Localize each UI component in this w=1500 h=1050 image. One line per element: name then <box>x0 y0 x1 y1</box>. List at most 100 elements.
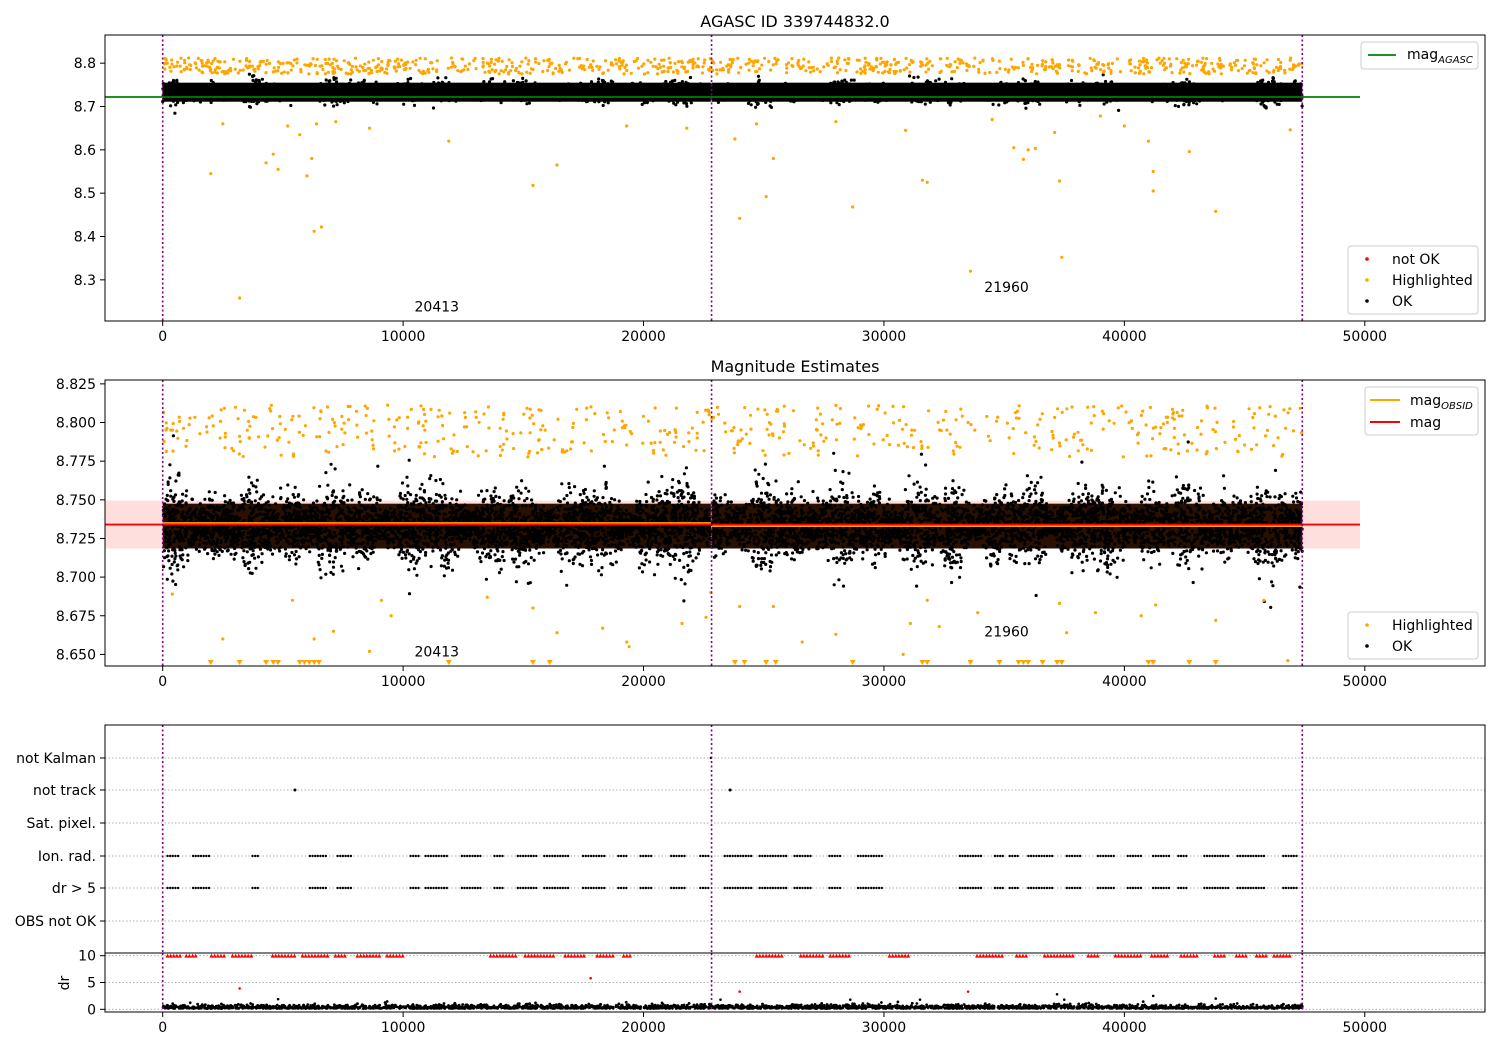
ok-point <box>1127 84 1130 87</box>
ok-point <box>287 84 290 87</box>
highlighted-point <box>335 59 338 62</box>
ok-point <box>1158 83 1161 86</box>
ok-point <box>1175 86 1178 89</box>
ok-point <box>499 99 502 102</box>
ok-point <box>424 88 427 91</box>
ok-point <box>472 87 475 90</box>
ok-point <box>646 85 649 88</box>
highlighted-point <box>224 70 227 73</box>
ok-point <box>684 81 687 84</box>
ok-point <box>603 84 606 87</box>
highlighted-point <box>518 71 521 74</box>
ok-point <box>463 89 466 92</box>
ok-point <box>684 87 687 90</box>
highlighted-point <box>646 59 649 62</box>
highlighted-point <box>426 69 429 72</box>
highlighted-point <box>558 64 561 67</box>
ok-point <box>689 99 692 102</box>
highlighted-point <box>351 65 354 68</box>
ok-point <box>436 76 439 79</box>
ok-point <box>1146 86 1149 89</box>
ok-point <box>604 88 607 91</box>
ok-point <box>597 81 600 84</box>
ok-point <box>917 76 920 79</box>
highlighted-point <box>642 62 645 65</box>
ok-point <box>210 79 213 82</box>
highlighted-point <box>424 57 427 60</box>
highlighted-point <box>414 63 417 66</box>
ok-point <box>306 89 309 92</box>
highlighted-point <box>498 72 501 75</box>
panel-frame <box>105 35 1485 321</box>
ok-point <box>482 80 485 83</box>
ok-point <box>1040 87 1043 90</box>
ok-point <box>641 91 644 94</box>
ok-point <box>406 81 409 84</box>
ok-point <box>292 85 295 88</box>
ok-point <box>326 89 329 92</box>
highlighted-point <box>310 63 313 66</box>
ok-point <box>370 98 373 101</box>
ok-point <box>976 92 979 95</box>
ok-point <box>801 89 804 92</box>
ok-point <box>524 87 527 90</box>
ok-point <box>455 93 458 96</box>
ok-point <box>449 98 452 101</box>
highlighted-point <box>424 72 427 75</box>
highlighted-point <box>200 59 203 62</box>
highlighted-point <box>245 59 248 62</box>
ok-point <box>837 89 840 92</box>
ok-point <box>174 87 177 90</box>
ok-point <box>414 90 417 93</box>
ok-point <box>333 99 336 102</box>
highlighted-point <box>481 57 484 60</box>
highlighted-point <box>176 61 179 64</box>
ok-point <box>415 85 418 88</box>
highlighted-point <box>291 64 294 67</box>
highlighted-point <box>170 63 173 66</box>
ok-point <box>663 90 666 93</box>
ok-point <box>257 79 260 82</box>
ok-point <box>492 98 495 101</box>
ok-point <box>1105 101 1108 104</box>
ok-point <box>195 98 198 101</box>
highlighted-point <box>683 66 686 69</box>
ok-point <box>176 101 179 104</box>
highlighted-point <box>552 71 555 74</box>
ok-point <box>205 85 208 88</box>
ok-point <box>687 87 690 90</box>
ok-point <box>447 81 450 84</box>
highlighted-point <box>380 60 383 63</box>
ok-point <box>271 90 274 93</box>
highlighted-point <box>200 70 203 73</box>
highlighted-point <box>183 68 186 71</box>
ok-point <box>522 90 525 93</box>
ok-point <box>574 93 577 96</box>
ok-point <box>832 81 835 84</box>
ok-point <box>332 105 335 108</box>
highlighted-point <box>361 66 364 69</box>
ok-point <box>575 90 578 93</box>
highlighted-point <box>370 71 373 74</box>
ok-point <box>409 77 412 80</box>
highlighted-point <box>676 72 679 75</box>
highlighted-point <box>349 72 352 75</box>
ok-point <box>318 100 321 103</box>
highlighted-point <box>550 62 553 65</box>
highlighted-point <box>405 67 408 70</box>
highlighted-point <box>367 61 370 64</box>
ok-point <box>362 89 365 92</box>
ok-point <box>623 92 626 95</box>
ok-point <box>439 86 442 89</box>
ok-point <box>657 87 660 90</box>
highlighted-point <box>504 68 507 71</box>
highlighted-point <box>213 57 216 60</box>
ok-point <box>445 87 448 90</box>
highlighted-point <box>396 65 399 68</box>
ok-point <box>317 89 320 92</box>
ok-point <box>295 90 298 93</box>
ok-point <box>534 98 537 101</box>
ok-point <box>602 104 605 107</box>
ok-point <box>555 85 558 88</box>
ok-point <box>681 80 684 83</box>
